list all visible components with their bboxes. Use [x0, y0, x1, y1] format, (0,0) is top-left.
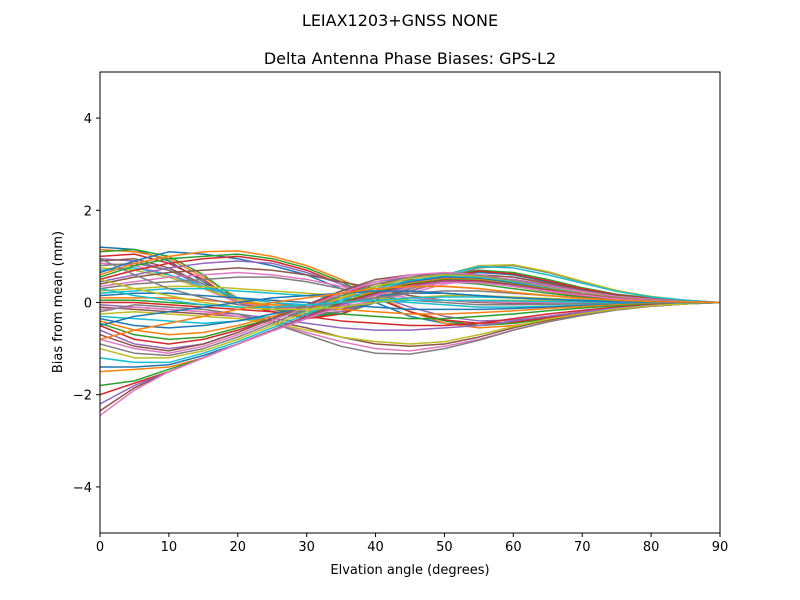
y-axis: −4 −2 0 2 4 — [73, 112, 100, 496]
x-tick-label: 50 — [436, 540, 453, 555]
y-axis-label: Bias from mean (mm) — [51, 231, 66, 373]
x-tick-label: 0 — [96, 540, 104, 555]
x-tick-label: 70 — [574, 540, 591, 555]
chart-title: Delta Antenna Phase Biases: GPS-L2 — [264, 49, 556, 68]
x-tick-label: 80 — [643, 540, 660, 555]
x-tick-label: 10 — [161, 540, 178, 555]
series-line-30 — [100, 299, 720, 324]
figure-suptitle: LEIAX1203+GNSS NONE — [302, 11, 498, 30]
series-layer — [100, 246, 720, 417]
x-tick-label: 20 — [230, 540, 247, 555]
y-tick-label: −2 — [73, 389, 92, 404]
y-tick-label: −4 — [73, 481, 92, 496]
x-tick-label: 40 — [367, 540, 384, 555]
series-line-47 — [100, 281, 720, 417]
x-tick-label: 60 — [505, 540, 522, 555]
y-tick-label: 0 — [84, 297, 92, 312]
series-line-51 — [100, 290, 720, 327]
y-tick-label: 4 — [84, 112, 92, 127]
x-axis: 0 10 20 30 40 50 60 70 80 90 — [96, 533, 728, 555]
series-line-52 — [100, 285, 720, 341]
x-axis-label: Elvation angle (degrees) — [330, 563, 489, 578]
series-line-28 — [100, 301, 720, 355]
x-tick-label: 30 — [298, 540, 315, 555]
series-line-22 — [100, 297, 720, 315]
y-tick-label: 2 — [84, 204, 92, 219]
x-tick-label: 90 — [712, 540, 729, 555]
